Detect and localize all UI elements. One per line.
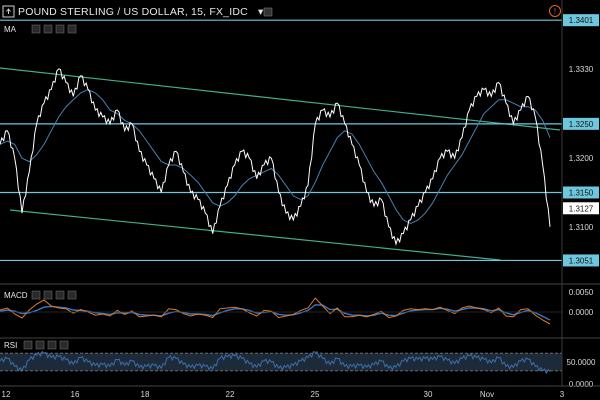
level-price-box[interactable]	[563, 14, 599, 27]
symbol-title[interactable]: POUND STERLING / US DOLLAR, 15, FX_IDC	[18, 6, 248, 18]
rsi-tick-label: 50.0000	[567, 358, 596, 367]
price-tick-label: 1.3051	[569, 256, 594, 265]
macd-main-line	[0, 297, 551, 325]
study-settings-button[interactable]	[43, 24, 53, 34]
macd-toggle-button[interactable]	[31, 290, 41, 300]
title-dropdown-caret[interactable]: ▾	[258, 6, 264, 18]
date-tick-label: 30	[424, 390, 433, 399]
level-price-box[interactable]	[563, 254, 599, 267]
rsi-close-button[interactable]	[47, 340, 57, 350]
upper-trendline[interactable]	[0, 67, 561, 131]
alert-badge: !	[554, 7, 556, 16]
study-close-button[interactable]	[55, 24, 65, 34]
ma-study-label[interactable]: MA	[4, 25, 17, 34]
title-settings-button[interactable]	[263, 7, 273, 17]
date-tick-label: 12	[2, 390, 11, 399]
symbol-box-icon[interactable]	[2, 5, 15, 18]
lower-trendline[interactable]	[9, 209, 501, 261]
macd-settings-button[interactable]	[43, 290, 53, 300]
price-tick-label: 1.3330	[569, 65, 594, 74]
ma-study-controls[interactable]	[31, 24, 77, 34]
rsi-pane[interactable]: RSI 50.0000 0.0000	[0, 340, 596, 389]
level-price-box[interactable]	[563, 117, 599, 130]
macd-study-controls[interactable]	[31, 290, 77, 300]
rsi-settings-button[interactable]	[35, 340, 45, 350]
price-tick-label: 1.3200	[569, 154, 594, 163]
study-more-button[interactable]	[67, 24, 77, 34]
macd-label[interactable]: MACD	[4, 291, 28, 300]
chart-header: POUND STERLING / US DOLLAR, 15, FX_IDC ▾…	[0, 0, 600, 34]
rsi-study-controls[interactable]	[23, 340, 69, 350]
rsi-toggle-button[interactable]	[23, 340, 33, 350]
current-price-box[interactable]	[563, 202, 599, 215]
study-toggle-button[interactable]	[31, 24, 41, 34]
macd-more-button[interactable]	[67, 290, 77, 300]
rsi-label[interactable]: RSI	[4, 341, 17, 350]
price-axis[interactable]: 1.3401 1.3330 1.3250 1.3200 1.3150 1.3127 1.31…	[563, 14, 599, 267]
macd-close-button[interactable]	[55, 290, 65, 300]
price-tick-label: 1.3250	[569, 120, 594, 129]
price-tick-label: 1.3100	[569, 223, 594, 232]
rsi-axis[interactable]: 50.0000 0.0000	[567, 358, 596, 389]
level-price-box[interactable]	[563, 186, 599, 199]
price-series-line	[0, 68, 551, 246]
date-tick-label: 3	[560, 390, 565, 399]
alert-icon[interactable]	[549, 5, 561, 17]
macd-tick-label: 0.0050	[569, 288, 594, 297]
date-tick-label: Nov	[480, 390, 494, 399]
time-axis[interactable]: 12 16 18 22 25 30 Nov 3	[0, 385, 600, 399]
price-tick-label: 1.3127	[569, 204, 594, 213]
rsi-series-line	[0, 350, 551, 375]
price-tick-label: 1.3401	[569, 16, 594, 25]
header-background	[0, 0, 600, 22]
ma-series-line	[0, 88, 551, 224]
macd-pane[interactable]: MACD 0.0050 0.0000	[0, 288, 600, 339]
date-tick-label: 25	[311, 390, 320, 399]
arrow-up-icon	[6, 8, 11, 14]
macd-tick-label: 0.0000	[569, 308, 594, 317]
price-pane[interactable]: 1.3401 1.3330 1.3250 1.3200 1.3150 1.3127 1.31…	[0, 14, 600, 285]
rsi-tick-label: 0.0000	[569, 380, 594, 389]
rsi-more-button[interactable]	[59, 340, 69, 350]
date-tick-label: 16	[71, 390, 80, 399]
macd-axis[interactable]: 0.0050 0.0000	[569, 288, 594, 317]
date-tick-label: 18	[141, 390, 150, 399]
price-tick-label: 1.3150	[569, 188, 594, 197]
date-tick-label: 22	[226, 390, 235, 399]
